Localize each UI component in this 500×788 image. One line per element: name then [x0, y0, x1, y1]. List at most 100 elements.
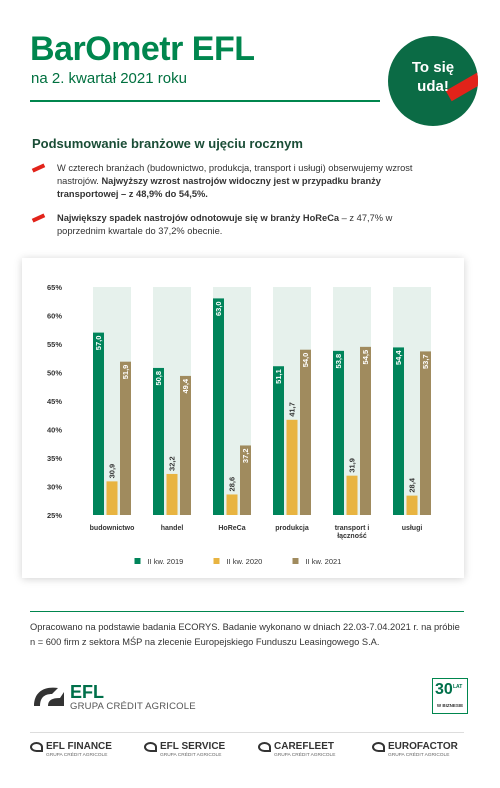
- bar: [213, 298, 224, 515]
- bullet-text: W czterech branżach (budownictwo, produk…: [57, 163, 413, 186]
- bar: [106, 481, 118, 515]
- brand-name: EUROFACTOR: [388, 741, 458, 752]
- brand-icon: [372, 742, 385, 752]
- badge-line: uda!: [417, 78, 449, 95]
- brand-group: GRUPA CRÉDIT AGRICOLE: [160, 753, 222, 758]
- divider: [30, 100, 380, 102]
- bar: [93, 332, 104, 515]
- bullet-mark: [31, 163, 46, 173]
- value-label: 57,0: [94, 336, 103, 351]
- value-label: 32,2: [168, 456, 177, 471]
- bullet-text: – z 47,7% w poprzednim kwartale do 37,2%…: [57, 213, 393, 236]
- source-note: Opracowano na podstawie badania ECORYS. …: [30, 622, 460, 647]
- x-tick-label: produkcja: [275, 525, 309, 532]
- anniversary-caption: W BIZNESIE: [436, 703, 464, 708]
- divider: [30, 611, 464, 612]
- legend-label: II kw. 2021: [306, 557, 342, 566]
- y-tick-label: 60%: [47, 312, 62, 321]
- divider: [30, 732, 464, 733]
- bar: [180, 375, 191, 515]
- bullet-text: Największy spadek nastrojów odnotowuje s…: [57, 213, 340, 223]
- value-label: 54,4: [394, 350, 403, 365]
- y-tick-label: 40%: [47, 426, 62, 435]
- bullet: Największy spadek nastrojów odnotowuje s…: [31, 212, 442, 238]
- brand-group: GRUPA CRÉDIT AGRICOLE: [388, 753, 450, 758]
- bullet-list: W czterech branżach (budownictwo, produk…: [31, 162, 442, 249]
- anniversary-badge: 30 LAT W BIZNESIE: [432, 678, 468, 714]
- anniversary-number: 30: [435, 681, 453, 698]
- badge-line: To się: [411, 59, 455, 76]
- bar: [333, 350, 344, 515]
- legend-swatch: [292, 558, 299, 564]
- badge: To się uda!: [388, 36, 478, 126]
- value-label: 37,2: [241, 448, 250, 463]
- chart-card: 25% 30% 35% 40% 45% 50% 55% 60% 65% 57,0 50,8 63,0 5…: [22, 258, 464, 578]
- logo-name: EFL: [70, 682, 104, 702]
- bar: [406, 495, 418, 515]
- value-label: 51,1: [274, 369, 283, 384]
- value-label: 41,7: [288, 402, 297, 417]
- bar: [240, 445, 251, 515]
- value-label: 54,5: [361, 350, 370, 365]
- value-label: 51,9: [121, 365, 130, 380]
- x-tick-label: usługi: [401, 525, 423, 532]
- bar: [273, 366, 284, 515]
- legend-label: II kw. 2020: [227, 557, 263, 566]
- x-tick-label: HoReCa: [218, 525, 246, 532]
- chart: 25% 30% 35% 40% 45% 50% 55% 60% 65% 57,0 50,8 63,0 5…: [47, 283, 431, 566]
- bar: [166, 473, 178, 515]
- brand-name: EFL FINANCE: [46, 741, 112, 752]
- x-tick-label: transport i łączność: [334, 525, 370, 540]
- bar: [360, 346, 371, 515]
- badge-text: To się uda!: [388, 58, 478, 96]
- value-label: 31,9: [348, 458, 357, 473]
- logo-group: GRUPA CRÉDIT AGRICOLE: [70, 701, 196, 712]
- y-tick-label: 25%: [47, 511, 62, 520]
- bar: [226, 494, 238, 515]
- value-label: 28,6: [228, 477, 237, 492]
- bar: [393, 347, 404, 515]
- x-tick-label: budownictwo: [89, 525, 135, 532]
- logo-icon: [34, 687, 64, 706]
- brand-name: CAREFLEET: [274, 741, 334, 752]
- y-tick-label: 65%: [47, 283, 62, 292]
- value-label: 49,4: [181, 378, 190, 393]
- value-label: 53,7: [421, 354, 430, 369]
- y-tick-label: 50%: [47, 369, 62, 378]
- y-tick-label: 55%: [47, 340, 62, 349]
- value-label: 53,8: [334, 354, 343, 369]
- brand-name: EFL SERVICE: [160, 741, 226, 752]
- logo: EFL GRUPA CRÉDIT AGRICOLE: [30, 682, 196, 715]
- subtitle: na 2. kwartał 2021 roku: [31, 70, 187, 87]
- section-title: Podsumowanie branżowe w ujęciu rocznym: [32, 136, 303, 151]
- legend-swatch: [213, 558, 220, 564]
- brand-icon: [144, 742, 157, 752]
- bar: [346, 475, 358, 515]
- y-tick-label: 45%: [47, 397, 62, 406]
- bullet-mark: [31, 213, 46, 223]
- brand-group: GRUPA CRÉDIT AGRICOLE: [274, 753, 336, 758]
- y-tick-label: 35%: [47, 454, 62, 463]
- legend-swatch: [134, 558, 141, 564]
- bar: [286, 419, 298, 515]
- value-label: 63,0: [214, 301, 223, 316]
- brand-icon: [30, 742, 43, 752]
- value-label: 28,4: [408, 477, 417, 492]
- brand-icon: [258, 742, 271, 752]
- title: BarOmetr EFL: [30, 30, 255, 68]
- bullet-text: Najwyższy wzrost nastrojów widoczny jest…: [57, 176, 381, 199]
- anniversary-unit: LAT: [453, 684, 463, 690]
- bar: [300, 349, 311, 515]
- value-label: 30,9: [108, 464, 117, 479]
- value-label: 50,8: [154, 371, 163, 386]
- value-label: 54,0: [301, 353, 310, 368]
- bar: [120, 361, 131, 515]
- brand-group: GRUPA CRÉDIT AGRICOLE: [46, 753, 108, 758]
- bar: [420, 351, 431, 515]
- legend-label: II kw. 2019: [148, 557, 184, 566]
- bullet: W czterech branżach (budownictwo, produk…: [31, 162, 442, 201]
- y-tick-label: 30%: [47, 483, 62, 492]
- bar: [153, 367, 164, 515]
- x-tick-label: handel: [160, 525, 184, 532]
